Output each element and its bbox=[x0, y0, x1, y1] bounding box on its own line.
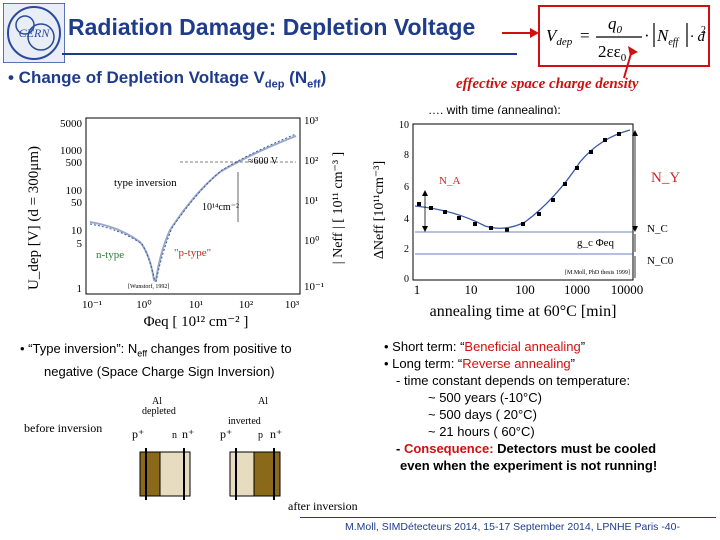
svg-text:Vdep: Vdep bbox=[546, 26, 573, 48]
p-plus-label-2: p⁺ bbox=[220, 427, 232, 441]
temp-line-1: ~ 500 years (-10°C) bbox=[428, 390, 542, 405]
right-y-label: ΔNeff [10¹¹cm⁻³] bbox=[372, 161, 387, 259]
ry-tick: 10⁰ bbox=[304, 235, 320, 247]
footer-rule bbox=[300, 517, 716, 518]
rx-tick: 10000 bbox=[611, 282, 644, 297]
logo-text: CERN bbox=[19, 26, 51, 40]
ly-tick: 5000 bbox=[60, 118, 83, 130]
ry-tick: 10⁻¹ bbox=[304, 281, 324, 293]
formula-box: Vdep = q0 2εε0 · Neff · d 2 bbox=[538, 5, 710, 67]
svg-text:q0: q0 bbox=[608, 14, 623, 36]
svg-text:·: · bbox=[644, 26, 650, 45]
n-plus-label: n⁺ bbox=[182, 427, 194, 441]
ry2-tick: 4 bbox=[404, 214, 409, 225]
type-inversion-bullet: • “Type inversion”: Neff changes from po… bbox=[20, 341, 292, 379]
short-term-line: • Short term: “Beneficial annealing” bbox=[384, 339, 586, 354]
svg-text:=: = bbox=[580, 26, 590, 45]
n-label: n bbox=[172, 430, 177, 441]
al-label-1: Al bbox=[152, 396, 162, 407]
ly-tick: 500 bbox=[66, 157, 83, 169]
ly-tick: 1000 bbox=[60, 145, 83, 157]
p-type-label: "p-type" bbox=[174, 247, 211, 259]
ly-tick: 1 bbox=[77, 283, 83, 295]
svg-text:Neff: Neff bbox=[656, 26, 680, 48]
nc-label: N_C bbox=[647, 223, 668, 235]
title-arrow bbox=[502, 28, 539, 38]
right-x-label: annealing time at 60°C [min] bbox=[430, 303, 617, 320]
n-plus-label-2: n⁺ bbox=[270, 427, 282, 441]
vdep-vs-fluence-plot: U_dep [V] (d = 300μm) 5000 1000 500 100 … bbox=[20, 102, 360, 334]
cern-logo: CERN bbox=[3, 3, 65, 63]
type-inversion-label: type inversion bbox=[114, 177, 177, 189]
temp-line-2: ~ 500 days ( 20°C) bbox=[428, 407, 537, 422]
fluence-label: 10¹⁴cm⁻² bbox=[202, 202, 239, 213]
ry2-tick: 8 bbox=[404, 150, 409, 161]
lx-tick: 10⁻¹ bbox=[82, 299, 102, 311]
na-label: N_A bbox=[439, 175, 460, 187]
title-underline bbox=[62, 53, 517, 55]
svg-text:2: 2 bbox=[701, 25, 706, 36]
lx-tick: 10² bbox=[239, 299, 254, 311]
ry2-tick: 2 bbox=[404, 244, 409, 255]
time-constant-line: - time constant depends on temperature: bbox=[396, 373, 631, 388]
neff-arrow bbox=[623, 46, 638, 79]
p-label: p bbox=[258, 430, 263, 441]
ny-label: N_Y bbox=[651, 170, 680, 186]
ry2-tick: 6 bbox=[404, 182, 409, 193]
al-label-2: Al bbox=[258, 396, 268, 407]
svg-text:· d: · d bbox=[690, 29, 706, 45]
depleted-label: depleted bbox=[142, 406, 176, 417]
ry-tick: 10³ bbox=[304, 115, 319, 127]
ly-tick: 5 bbox=[77, 238, 83, 250]
left-right-label: | Neff | [ 10¹¹ cm⁻³ ] bbox=[331, 152, 346, 264]
rx-tick: 1000 bbox=[564, 282, 590, 297]
nc0-label: N_C0 bbox=[647, 255, 674, 267]
ly-tick: 50 bbox=[71, 197, 83, 209]
temp-line-3: ~ 21 hours ( 60°C) bbox=[428, 424, 535, 439]
ry2-tick: 10 bbox=[399, 120, 409, 131]
ry-tick: 10¹ bbox=[304, 195, 318, 207]
p-plus-label: p⁺ bbox=[132, 427, 144, 441]
footer: M.Moll, SIMDétecteurs 2014, 15-17 Septem… bbox=[345, 521, 680, 533]
left-credit: [Wunstorf, 1992] bbox=[128, 283, 169, 290]
rx-tick: 100 bbox=[515, 282, 535, 297]
depletion-formula: Vdep = q0 2εε0 · Neff · d 2 bbox=[546, 14, 706, 64]
right-credit: [M.Moll, PhD thesis 1999] bbox=[565, 270, 630, 276]
n-type-label: n-type bbox=[96, 249, 124, 261]
consequence-line: - Consequence: Detectors must be cooled bbox=[396, 441, 657, 456]
ly-tick: 100 bbox=[66, 185, 83, 197]
long-term-line: • Long term: “Reverse annealing” bbox=[384, 356, 575, 371]
lx-tick: 10¹ bbox=[189, 299, 203, 311]
ry2-tick: 0 bbox=[404, 274, 409, 285]
lx-tick: 10⁰ bbox=[136, 299, 152, 311]
inverted-label: inverted bbox=[228, 416, 261, 427]
annealing-bullets: • Short term: “Beneficial annealing” • L… bbox=[372, 338, 716, 474]
rx-tick: 1 bbox=[414, 282, 421, 297]
lx-tick: 10³ bbox=[285, 299, 300, 311]
gc-label: g_c Φeq bbox=[577, 237, 615, 249]
left-y-label: U_dep [V] (d = 300μm) bbox=[26, 146, 42, 290]
inversion-diagram: before inversion Al depleted p⁺ n⁺ n Al … bbox=[24, 396, 358, 513]
annealing-plot: ΔNeff [10¹¹cm⁻³] 10 8 6 4 2 0 1 10 100 1… bbox=[355, 114, 705, 326]
before-inversion-label: before inversion bbox=[24, 421, 102, 435]
slide-title: Radiation Damage: Depletion Voltage bbox=[68, 14, 476, 40]
bullet-change-vdep: • Change of Depletion Voltage Vdep (Neff… bbox=[8, 68, 327, 91]
ry-tick: 10² bbox=[304, 155, 319, 167]
600v-label: ≈600 V bbox=[248, 156, 279, 167]
with-time-label: …. with time (annealing): bbox=[428, 103, 561, 117]
left-x-label: Φeq [ 10¹² cm⁻² ] bbox=[144, 314, 249, 330]
effective-space-charge-label: effective space charge density bbox=[456, 76, 639, 92]
rx-tick: 10 bbox=[465, 282, 478, 297]
after-inversion-label: after inversion bbox=[288, 499, 358, 513]
svg-text:2εε0: 2εε0 bbox=[598, 42, 627, 64]
ly-tick: 10 bbox=[71, 225, 83, 237]
consequence-line-2: even when the experiment is not running! bbox=[400, 458, 658, 473]
